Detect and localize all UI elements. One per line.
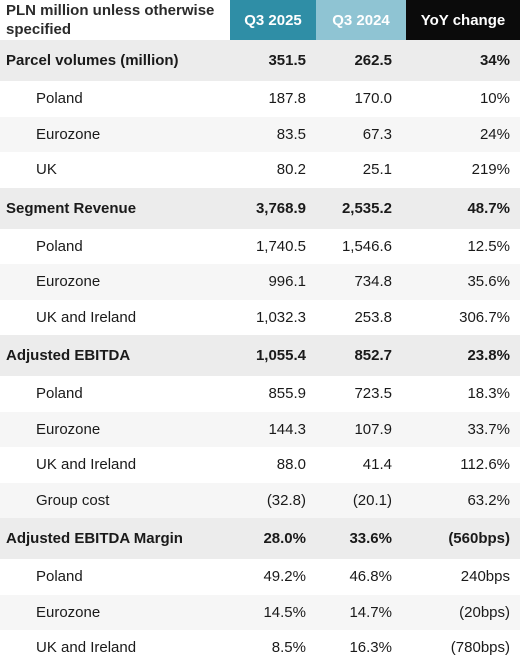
yoy-value: 306.7% (459, 308, 510, 326)
q3-2025-value: 88.0 (276, 456, 306, 474)
q3-2024-value: 67.3 (362, 125, 392, 143)
q3-2025-value: 14.5% (263, 603, 306, 621)
table-row: Poland 49.2% 46.8% 240bps (0, 559, 520, 595)
q3-2025-value: 1,032.3 (255, 308, 306, 326)
row-label: UK and Ireland (36, 639, 137, 657)
yoy-value: 12.5% (467, 237, 510, 255)
row-label: UK (36, 161, 57, 179)
row-label: Eurozone (36, 603, 101, 621)
yoy-value: 240bps (460, 568, 510, 586)
table-row: Poland 855.9 723.5 18.3% (0, 376, 520, 412)
yoy-value: 33.7% (467, 420, 510, 438)
row-label: UK and Ireland (36, 308, 137, 326)
q3-2024-value: 262.5 (354, 52, 392, 69)
yoy-value: 63.2% (467, 491, 510, 509)
table-row: Eurozone 996.1 734.8 35.6% (0, 264, 520, 300)
yoy-value: 34% (479, 52, 510, 69)
q3-2024-value: 14.7% (349, 603, 392, 621)
q3-2025-value: 144.3 (268, 420, 306, 438)
section-row: Parcel volumes (million) 351.5 262.5 34% (0, 40, 520, 81)
yoy-value: (780bps) (450, 639, 510, 657)
q3-2025-value: 49.2% (263, 568, 306, 586)
section-row: Segment Revenue 3,768.9 2,535.2 48.7% (0, 187, 520, 229)
q3-2025-value: (32.8) (266, 491, 306, 509)
q3-2024-value: 253.8 (354, 308, 392, 326)
q3-2024-value: 734.8 (354, 273, 392, 291)
q3-2025-value: 1,740.5 (255, 237, 306, 255)
header-yoy-change: YoY change (406, 0, 520, 40)
row-label: UK and Ireland (36, 456, 137, 474)
yoy-value: 48.7% (467, 199, 510, 217)
row-label: Parcel volumes (million) (6, 52, 179, 69)
table-row: Group cost (32.8) (20.1) 63.2% (0, 482, 520, 518)
q3-2024-value: 41.4 (362, 456, 392, 474)
q3-2025-value: 3,768.9 (255, 199, 306, 217)
q3-2024-value: 852.7 (354, 347, 392, 364)
table-row: UK and Ireland 1,032.3 253.8 306.7% (0, 299, 520, 335)
table-row: Eurozone 83.5 67.3 24% (0, 116, 520, 152)
table-row: UK and Ireland 8.5% 16.3% (780bps) (0, 630, 520, 666)
table-row: Poland 1,740.5 1,546.6 12.5% (0, 228, 520, 264)
row-label: Eurozone (36, 273, 101, 291)
q3-2024-value: 16.3% (349, 639, 392, 657)
row-label: Adjusted EBITDA (6, 347, 131, 364)
q3-2024-value: 107.9 (354, 420, 392, 438)
row-label: Poland (36, 90, 83, 108)
yoy-value: 219% (471, 161, 510, 179)
yoy-value: 24% (479, 125, 510, 143)
table-row: Poland 187.8 170.0 10% (0, 81, 520, 117)
q3-2025-value: 80.2 (276, 161, 306, 179)
q3-2024-value: 2,535.2 (341, 199, 392, 217)
q3-2024-value: 25.1 (362, 161, 392, 179)
q3-2025-value: 28.0% (263, 530, 306, 547)
table-row: UK and Ireland 88.0 41.4 112.6% (0, 447, 520, 483)
row-label: Segment Revenue (6, 199, 137, 217)
row-label: Poland (36, 568, 83, 586)
row-label: Eurozone (36, 125, 101, 143)
table-row: Eurozone 144.3 107.9 33.7% (0, 411, 520, 447)
yoy-value: (560bps) (448, 530, 510, 547)
header-q3-2025: Q3 2025 (230, 0, 316, 40)
yoy-value: 35.6% (467, 273, 510, 291)
row-label: Group cost (36, 491, 110, 509)
yoy-value: 18.3% (467, 385, 510, 403)
q3-2024-value: 723.5 (354, 385, 392, 403)
row-label: Eurozone (36, 420, 101, 438)
q3-2025-value: 996.1 (268, 273, 306, 291)
q3-2024-value: 33.6% (349, 530, 392, 547)
section-row: Adjusted EBITDA Margin 28.0% 33.6% (560b… (0, 518, 520, 559)
q3-2025-value: 1,055.4 (255, 347, 306, 364)
q3-2025-value: 351.5 (268, 52, 306, 69)
yoy-value: 23.8% (467, 347, 510, 364)
q3-2025-value: 855.9 (268, 385, 306, 403)
header-label: PLN million unless otherwise specified (0, 0, 230, 40)
header-q3-2024: Q3 2024 (316, 0, 406, 40)
row-label: Adjusted EBITDA Margin (6, 530, 183, 547)
yoy-value: 112.6% (460, 456, 510, 474)
row-label: Poland (36, 385, 83, 403)
q3-2025-value: 83.5 (276, 125, 306, 143)
row-label: Poland (36, 237, 83, 255)
yoy-value: (20bps) (459, 603, 510, 621)
q3-2025-value: 187.8 (268, 90, 306, 108)
q3-2024-value: 170.0 (354, 90, 392, 108)
table-row: UK 80.2 25.1 219% (0, 152, 520, 188)
section-row: Adjusted EBITDA 1,055.4 852.7 23.8% (0, 335, 520, 376)
q3-2025-value: 8.5% (271, 639, 306, 657)
q3-2024-value: 46.8% (349, 568, 392, 586)
q3-2024-value: (20.1) (352, 491, 392, 509)
yoy-value: 10% (479, 90, 510, 108)
q3-2024-value: 1,546.6 (341, 237, 392, 255)
table-header: PLN million unless otherwise specified Q… (0, 0, 520, 40)
table-row: Eurozone 14.5% 14.7% (20bps) (0, 594, 520, 630)
